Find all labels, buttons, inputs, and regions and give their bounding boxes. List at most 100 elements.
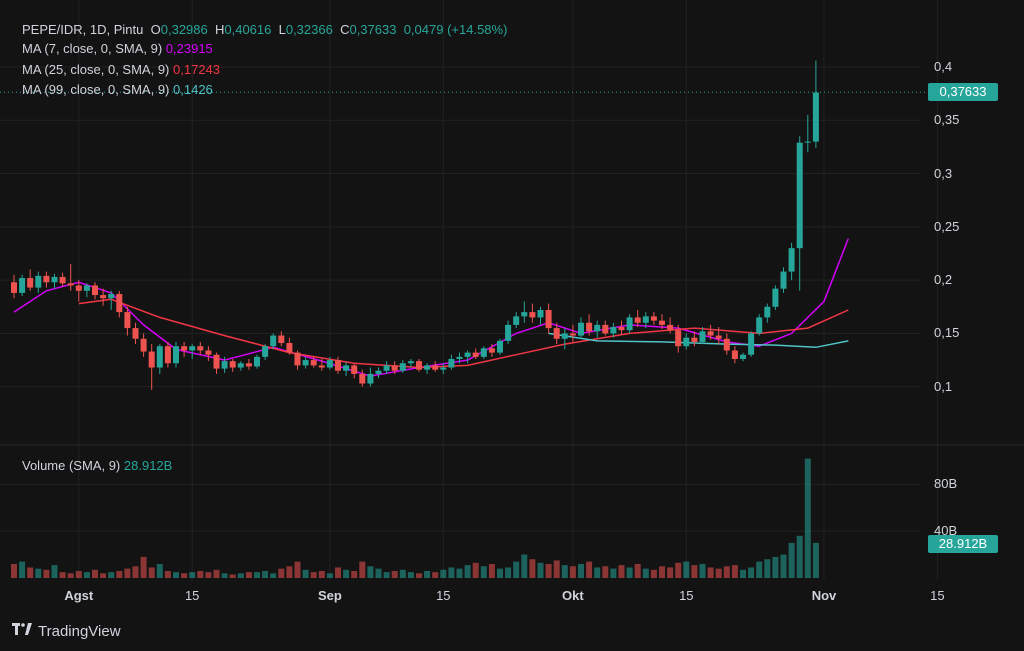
- candle-body: [432, 365, 439, 370]
- volume-bar: [11, 563, 17, 578]
- volume-bar: [480, 566, 487, 578]
- volume-bar: [505, 567, 512, 578]
- time-tick-label: 15: [184, 588, 200, 603]
- volume-bar: [715, 568, 722, 578]
- brand-name: TradingView: [38, 622, 121, 640]
- volume-bar: [748, 567, 755, 578]
- open-label: O: [150, 22, 161, 37]
- volume-bar: [181, 573, 188, 578]
- time-tick-label: Agst: [64, 588, 94, 603]
- candles: [11, 60, 819, 390]
- volume-bar: [35, 568, 42, 578]
- candle-body: [294, 352, 301, 366]
- candle-body: [650, 316, 657, 321]
- candle-body: [75, 285, 82, 291]
- volume-bar: [659, 566, 665, 578]
- candle-body: [667, 324, 674, 331]
- ma25-legend[interactable]: MA (25, close, 0, SMA, 9) 0,17243: [22, 62, 220, 78]
- volume-bar: [432, 572, 439, 578]
- volume-bar: [529, 559, 536, 578]
- volume-bar: [391, 570, 398, 578]
- candle-body: [731, 350, 738, 359]
- volume-bar: [262, 570, 269, 578]
- volume-bar: [464, 565, 471, 578]
- candle-body: [59, 276, 66, 284]
- candle-body: [343, 365, 350, 371]
- candle-body: [723, 338, 730, 351]
- candle-body: [375, 370, 382, 374]
- tradingview-brand[interactable]: TradingView: [12, 622, 121, 640]
- grid-lines: [0, 0, 938, 580]
- volume-bar: [780, 554, 787, 578]
- volume-bar: [472, 562, 479, 578]
- candle-body: [229, 361, 236, 368]
- volume-bar: [132, 566, 139, 578]
- candle-body: [505, 324, 512, 341]
- volume-bar: [124, 568, 131, 578]
- volume-bar: [19, 561, 26, 578]
- candle-body: [92, 285, 98, 296]
- candle-body: [796, 142, 803, 249]
- candle-body: [772, 288, 779, 307]
- volume-bar: [27, 567, 34, 578]
- candle-body: [326, 360, 333, 368]
- volume-bar: [448, 567, 455, 578]
- volume-bar: [367, 566, 374, 578]
- candle-body: [610, 327, 617, 334]
- candle-body: [586, 322, 593, 332]
- volume-bar: [326, 573, 333, 578]
- time-tick-label: 15: [930, 588, 945, 603]
- candle-body: [659, 320, 665, 325]
- candle-body: [569, 333, 576, 336]
- candle-body: [740, 354, 746, 359]
- candle-body: [148, 351, 155, 368]
- time-tick-label: Nov: [811, 588, 837, 603]
- volume-legend[interactable]: Volume (SMA, 9) 28.912B: [22, 458, 172, 474]
- low-label: L: [278, 22, 286, 37]
- candle-body: [748, 333, 755, 355]
- candle-body: [213, 354, 220, 369]
- tradingview-logo-icon: [12, 622, 32, 640]
- volume-bar: [108, 572, 115, 578]
- volume-bar: [92, 569, 98, 578]
- volume-bar: [772, 556, 779, 578]
- change-value: 0,0479 (+14.58%): [403, 22, 508, 37]
- candle-body: [602, 324, 609, 334]
- candle-body: [545, 309, 552, 329]
- volume-bar: [545, 563, 552, 578]
- volume-value: 28.912B: [123, 458, 173, 473]
- volume-bar: [59, 572, 66, 578]
- volume-bar: [173, 572, 179, 578]
- candle-body: [67, 283, 74, 286]
- candle-body: [359, 373, 366, 384]
- volume-bar: [602, 566, 609, 578]
- volume-bar: [302, 569, 309, 578]
- candle-body: [699, 331, 706, 342]
- last-price-tag: 0,37633: [928, 83, 998, 102]
- volume-bar: [578, 563, 584, 578]
- volume-bar: [650, 569, 657, 578]
- candle-body: [318, 365, 325, 368]
- volume-bar: [100, 573, 107, 578]
- candle-body: [626, 317, 633, 331]
- volume-bar: [221, 573, 228, 578]
- ma99-legend[interactable]: MA (99, close, 0, SMA, 9) 0,1426: [22, 82, 213, 98]
- volume-bar: [43, 569, 50, 578]
- volume-bar: [140, 556, 147, 578]
- candle-body: [19, 278, 26, 293]
- candle-body: [43, 275, 50, 283]
- volume-bar: [237, 573, 244, 578]
- candle-body: [561, 333, 568, 339]
- volume-bar: [731, 565, 738, 578]
- candle-body: [513, 316, 520, 325]
- candle-body: [594, 324, 601, 332]
- volume-bar: [189, 572, 196, 578]
- volume-bar: [67, 573, 74, 578]
- candle-body: [424, 365, 431, 370]
- ma7-legend[interactable]: MA (7, close, 0, SMA, 9) 0,23915: [22, 41, 213, 57]
- ma7-value: 0,23915: [165, 41, 213, 56]
- candle-body: [537, 309, 544, 318]
- ma99-value: 0,1426: [173, 82, 213, 97]
